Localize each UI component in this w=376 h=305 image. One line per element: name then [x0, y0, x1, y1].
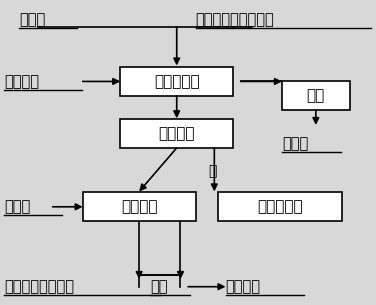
Text: 新型贫化炉: 新型贫化炉: [154, 74, 200, 89]
Text: 渣硫分离: 渣硫分离: [158, 126, 195, 141]
FancyBboxPatch shape: [120, 67, 233, 96]
Text: 锌铅等: 锌铅等: [282, 136, 308, 151]
FancyBboxPatch shape: [120, 119, 233, 148]
FancyBboxPatch shape: [282, 81, 350, 110]
Text: 铜基抑菌合金材料: 铜基抑菌合金材料: [4, 279, 74, 294]
Text: 火精炉冶炼: 火精炉冶炼: [257, 199, 303, 214]
Text: 天然气: 天然气: [4, 199, 30, 214]
Text: 四种气体: 四种气体: [4, 74, 39, 89]
Text: 建筑材料: 建筑材料: [226, 279, 261, 294]
Text: 尾渣: 尾渣: [150, 279, 168, 294]
FancyBboxPatch shape: [218, 192, 342, 221]
Text: 收尘: 收尘: [307, 88, 325, 103]
Text: 深度贫化: 深度贫化: [121, 199, 158, 214]
Text: 复合式熔剂、硫化剂: 复合式熔剂、硫化剂: [196, 12, 274, 27]
Text: 硫: 硫: [209, 164, 217, 178]
Text: 熔融渣: 熔融渣: [19, 12, 45, 27]
FancyBboxPatch shape: [83, 192, 196, 221]
